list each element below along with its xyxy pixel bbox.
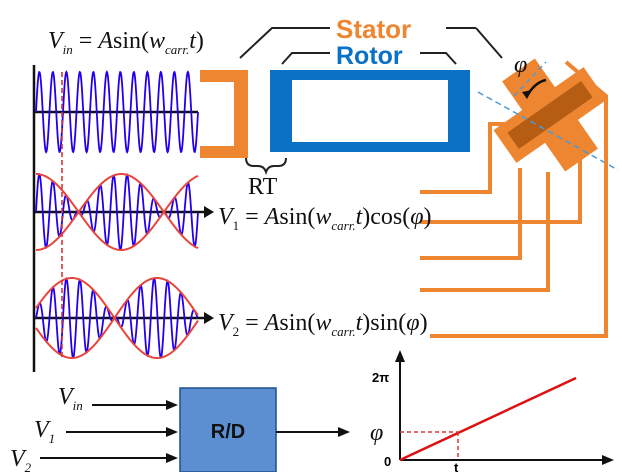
rotor-axis <box>513 61 547 97</box>
v1-arrow <box>198 206 214 218</box>
angle-ramp-plot: 2π 0 φ t <box>370 350 614 472</box>
svg-text:V2: V2 <box>10 446 32 472</box>
ramp-x-t-label: t <box>454 460 459 472</box>
vin-equation: Vin = Asin(wcarr.t) <box>48 28 204 57</box>
ramp-y-phi-label: φ <box>370 420 383 446</box>
ramp-y-top-label: 2π <box>372 370 389 385</box>
rd-converter-box <box>179 387 277 472</box>
rotor-callout-right <box>420 52 457 65</box>
ramp-y-axis-arrow <box>395 350 405 362</box>
phi-arrow-head <box>522 90 532 99</box>
v1-wire <box>420 122 510 194</box>
rt-label: RT <box>248 174 278 200</box>
rd-converter-label: R/D <box>211 421 245 443</box>
stator-label: Stator <box>336 14 411 44</box>
v1-modulated-wave <box>35 172 199 252</box>
v2-wire <box>420 172 550 292</box>
v2-arrow <box>198 312 214 324</box>
rd-input-v2: V2 <box>10 446 178 472</box>
svg-text:Vin: Vin <box>58 384 83 413</box>
v2-modulated-wave <box>35 276 199 360</box>
v1-envelope-lower <box>36 173 199 251</box>
v2-return-wire <box>420 168 522 260</box>
rotor-block <box>270 70 470 152</box>
waveform-panel <box>32 65 199 372</box>
v2-envelope-lower <box>35 277 199 359</box>
rt-brace <box>245 157 287 176</box>
rd-output-arrow <box>276 427 350 437</box>
stator-callout-diag <box>475 27 503 59</box>
v1-return-wire <box>420 148 582 224</box>
rd-input-v1: V1 <box>34 417 178 446</box>
vin-callout-line <box>239 27 330 59</box>
rotor-label: Rotor <box>336 42 403 70</box>
rotor-callout-left <box>281 52 330 65</box>
vin-carrier-wave <box>35 70 199 154</box>
ramp-line <box>399 376 577 462</box>
ramp-x-axis-arrow <box>602 455 614 465</box>
v2-equation: V2 = Asin(wcarr.t)sin(φ) <box>218 310 428 339</box>
v1-equation: V1 = Asin(wcarr.t)cos(φ) <box>218 204 432 233</box>
reference-axis <box>477 91 619 171</box>
stator-bracket <box>200 70 248 158</box>
v2-envelope-upper <box>35 277 199 359</box>
rd-input-vin: Vin <box>58 384 178 413</box>
v1-envelope-upper <box>36 173 199 251</box>
ramp-y-zero-label: 0 <box>384 454 391 469</box>
svg-text:V1: V1 <box>34 417 55 446</box>
phi-angle-label: φ <box>514 52 527 78</box>
stator-frame-wire <box>430 60 608 338</box>
rotary-resolver: φ <box>430 52 619 338</box>
